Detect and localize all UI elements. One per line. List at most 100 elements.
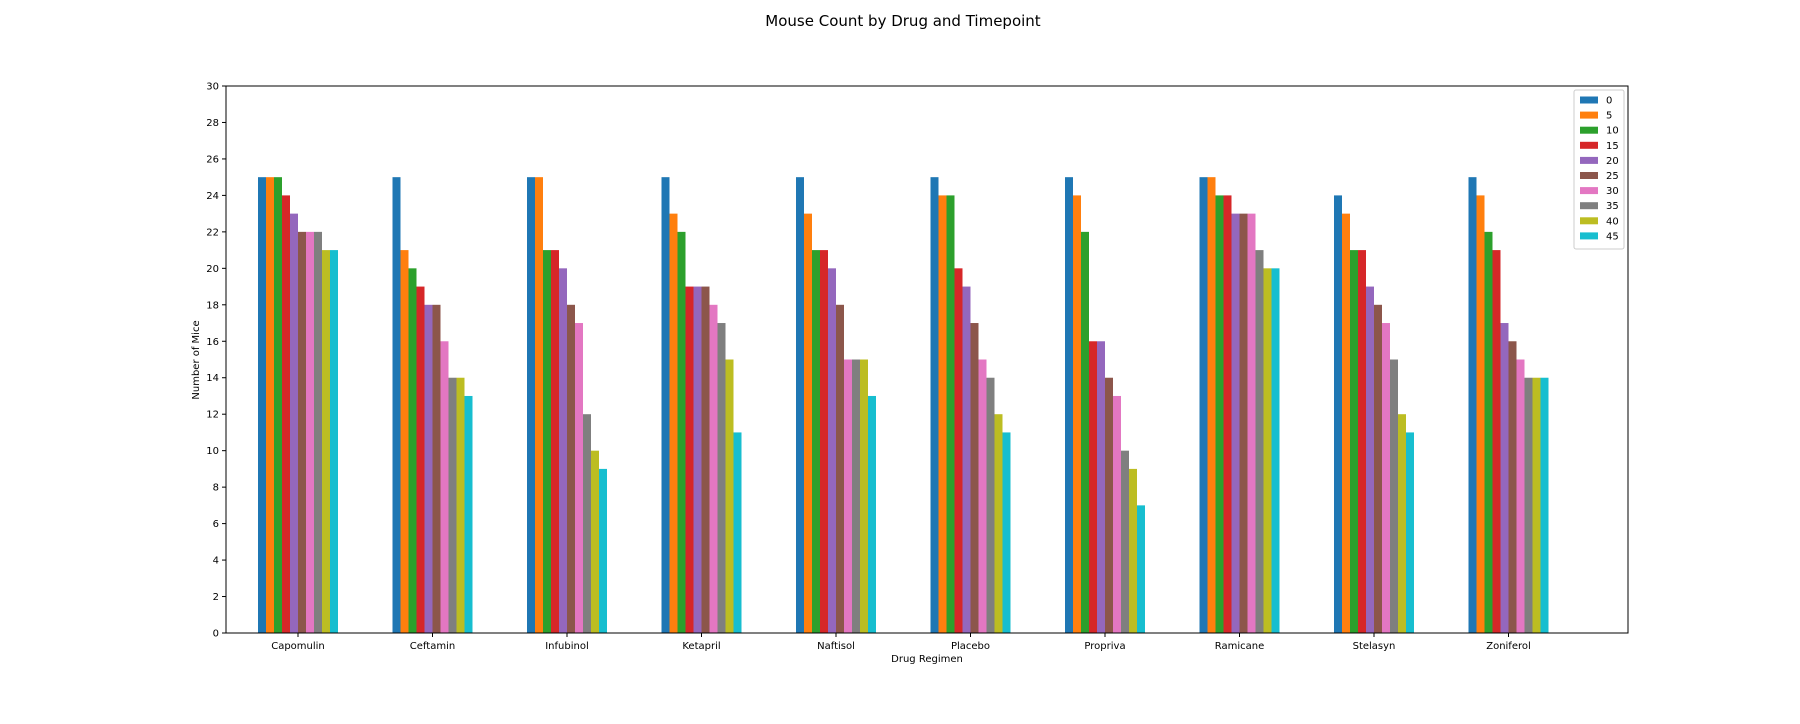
bar-ceftamin-t40 — [456, 377, 465, 633]
bar-naftisol-t25 — [836, 304, 844, 633]
bar-ramicane-t20 — [1231, 213, 1240, 633]
bar-ceftamin-t15 — [416, 286, 425, 633]
legend-label: 25 — [1606, 171, 1619, 182]
legend-label: 15 — [1606, 141, 1619, 152]
bar-naftisol-t10 — [812, 250, 820, 633]
bar-ketapril-t45 — [733, 432, 742, 633]
legend-label: 10 — [1606, 126, 1619, 137]
bar-ramicane-t15 — [1223, 195, 1232, 633]
bar-ceftamin-t5 — [400, 250, 409, 633]
legend-swatch — [1580, 217, 1598, 225]
bar-naftisol-t20 — [828, 268, 836, 633]
bar-placebo-t40 — [994, 414, 1003, 633]
legend-swatch — [1580, 232, 1598, 240]
bar-placebo-t20 — [962, 286, 971, 633]
bar-stelasyn-t25 — [1374, 304, 1382, 633]
y-tick-label: 2 — [213, 592, 219, 603]
bar-ceftamin-t35 — [448, 377, 457, 633]
bar-zoniferol-t25 — [1508, 341, 1517, 633]
y-tick-label: 28 — [206, 118, 219, 129]
x-tick-label: Propriva — [1084, 641, 1125, 652]
bars-group — [258, 177, 1549, 634]
bar-propriva-t25 — [1105, 377, 1113, 633]
bar-propriva-t35 — [1121, 450, 1129, 633]
bar-stelasyn-t45 — [1406, 432, 1414, 633]
legend-label: 40 — [1606, 216, 1619, 227]
bar-ketapril-t10 — [677, 231, 686, 633]
legend: 0 5 10 15 20 25 30 35 40 45 — [1573, 89, 1625, 250]
bar-stelasyn-t5 — [1342, 213, 1350, 633]
bar-ketapril-t5 — [669, 213, 678, 633]
bar-placebo-t5 — [938, 195, 947, 633]
bar-ceftamin-t20 — [424, 304, 433, 633]
y-tick-label: 0 — [213, 629, 219, 640]
plot-frame — [225, 85, 1629, 634]
bar-capomulin-t40 — [322, 250, 330, 633]
bar-placebo-t30 — [978, 359, 987, 633]
legend-swatch — [1580, 202, 1598, 210]
x-tick-label: Ceftamin — [410, 641, 455, 652]
bar-infubinol-t10 — [543, 250, 551, 633]
legend-label: 20 — [1606, 156, 1619, 167]
bar-ketapril-t40 — [725, 359, 734, 633]
bar-ramicane-t40 — [1263, 268, 1272, 633]
x-tick-label: Stelasyn — [1353, 641, 1396, 652]
legend-swatch — [1580, 126, 1598, 134]
legend-label: 30 — [1606, 186, 1619, 197]
bar-ceftamin-t0 — [392, 177, 401, 634]
bar-placebo-t0 — [930, 177, 939, 634]
y-tick-label: 4 — [213, 556, 219, 567]
bar-ceftamin-t30 — [440, 341, 449, 633]
bar-stelasyn-t20 — [1366, 286, 1374, 633]
bar-zoniferol-t10 — [1484, 231, 1493, 633]
bar-ketapril-t20 — [693, 286, 702, 633]
bar-ramicane-t25 — [1239, 213, 1248, 633]
bar-ceftamin-t10 — [408, 268, 417, 633]
bar-naftisol-t45 — [868, 395, 876, 633]
bar-placebo-t15 — [954, 268, 963, 633]
bar-infubinol-t20 — [559, 268, 567, 633]
bar-zoniferol-t40 — [1532, 377, 1541, 633]
bar-naftisol-t15 — [820, 250, 828, 633]
x-tick-label: Naftisol — [817, 641, 855, 652]
bar-infubinol-t40 — [591, 450, 599, 633]
legend-swatch — [1580, 156, 1598, 164]
bar-stelasyn-t40 — [1398, 414, 1406, 633]
y-tick-label: 16 — [206, 337, 219, 348]
y-tick-label: 6 — [213, 519, 219, 530]
bar-propriva-t5 — [1073, 195, 1081, 633]
bar-placebo-t35 — [986, 377, 995, 633]
bar-ramicane-t30 — [1247, 213, 1256, 633]
bar-zoniferol-t5 — [1476, 195, 1485, 633]
x-tick-label: Capomulin — [271, 641, 325, 652]
bar-infubinol-t45 — [599, 468, 607, 633]
bar-infubinol-t15 — [551, 250, 559, 633]
bar-ketapril-t25 — [701, 286, 710, 633]
y-axis-label: Number of Mice — [191, 320, 202, 399]
legend-swatch — [1580, 187, 1598, 195]
bar-naftisol-t0 — [796, 177, 804, 634]
x-tick-label: Ketapril — [682, 641, 720, 652]
legend-swatch — [1580, 172, 1598, 179]
y-tick-label: 14 — [206, 373, 219, 384]
bar-zoniferol-t0 — [1468, 177, 1477, 634]
bar-ramicane-t10 — [1215, 195, 1224, 633]
bar-ketapril-t30 — [709, 304, 718, 633]
y-tick-label: 26 — [206, 154, 219, 165]
bar-propriva-t30 — [1113, 395, 1121, 633]
legend-swatch — [1580, 141, 1598, 149]
bar-naftisol-t35 — [852, 359, 860, 633]
x-tick-label: Infubinol — [545, 641, 589, 652]
bar-propriva-t40 — [1129, 468, 1137, 633]
bar-ramicane-t5 — [1207, 177, 1216, 634]
x-tick-label: Ramicane — [1215, 641, 1265, 652]
bar-stelasyn-t35 — [1390, 359, 1398, 633]
bar-ramicane-t45 — [1271, 268, 1280, 633]
bar-capomulin-t20 — [290, 213, 298, 633]
y-tick-label: 12 — [206, 410, 219, 421]
bar-naftisol-t5 — [804, 213, 812, 633]
bar-zoniferol-t15 — [1492, 250, 1501, 633]
bar-infubinol-t25 — [567, 304, 575, 633]
